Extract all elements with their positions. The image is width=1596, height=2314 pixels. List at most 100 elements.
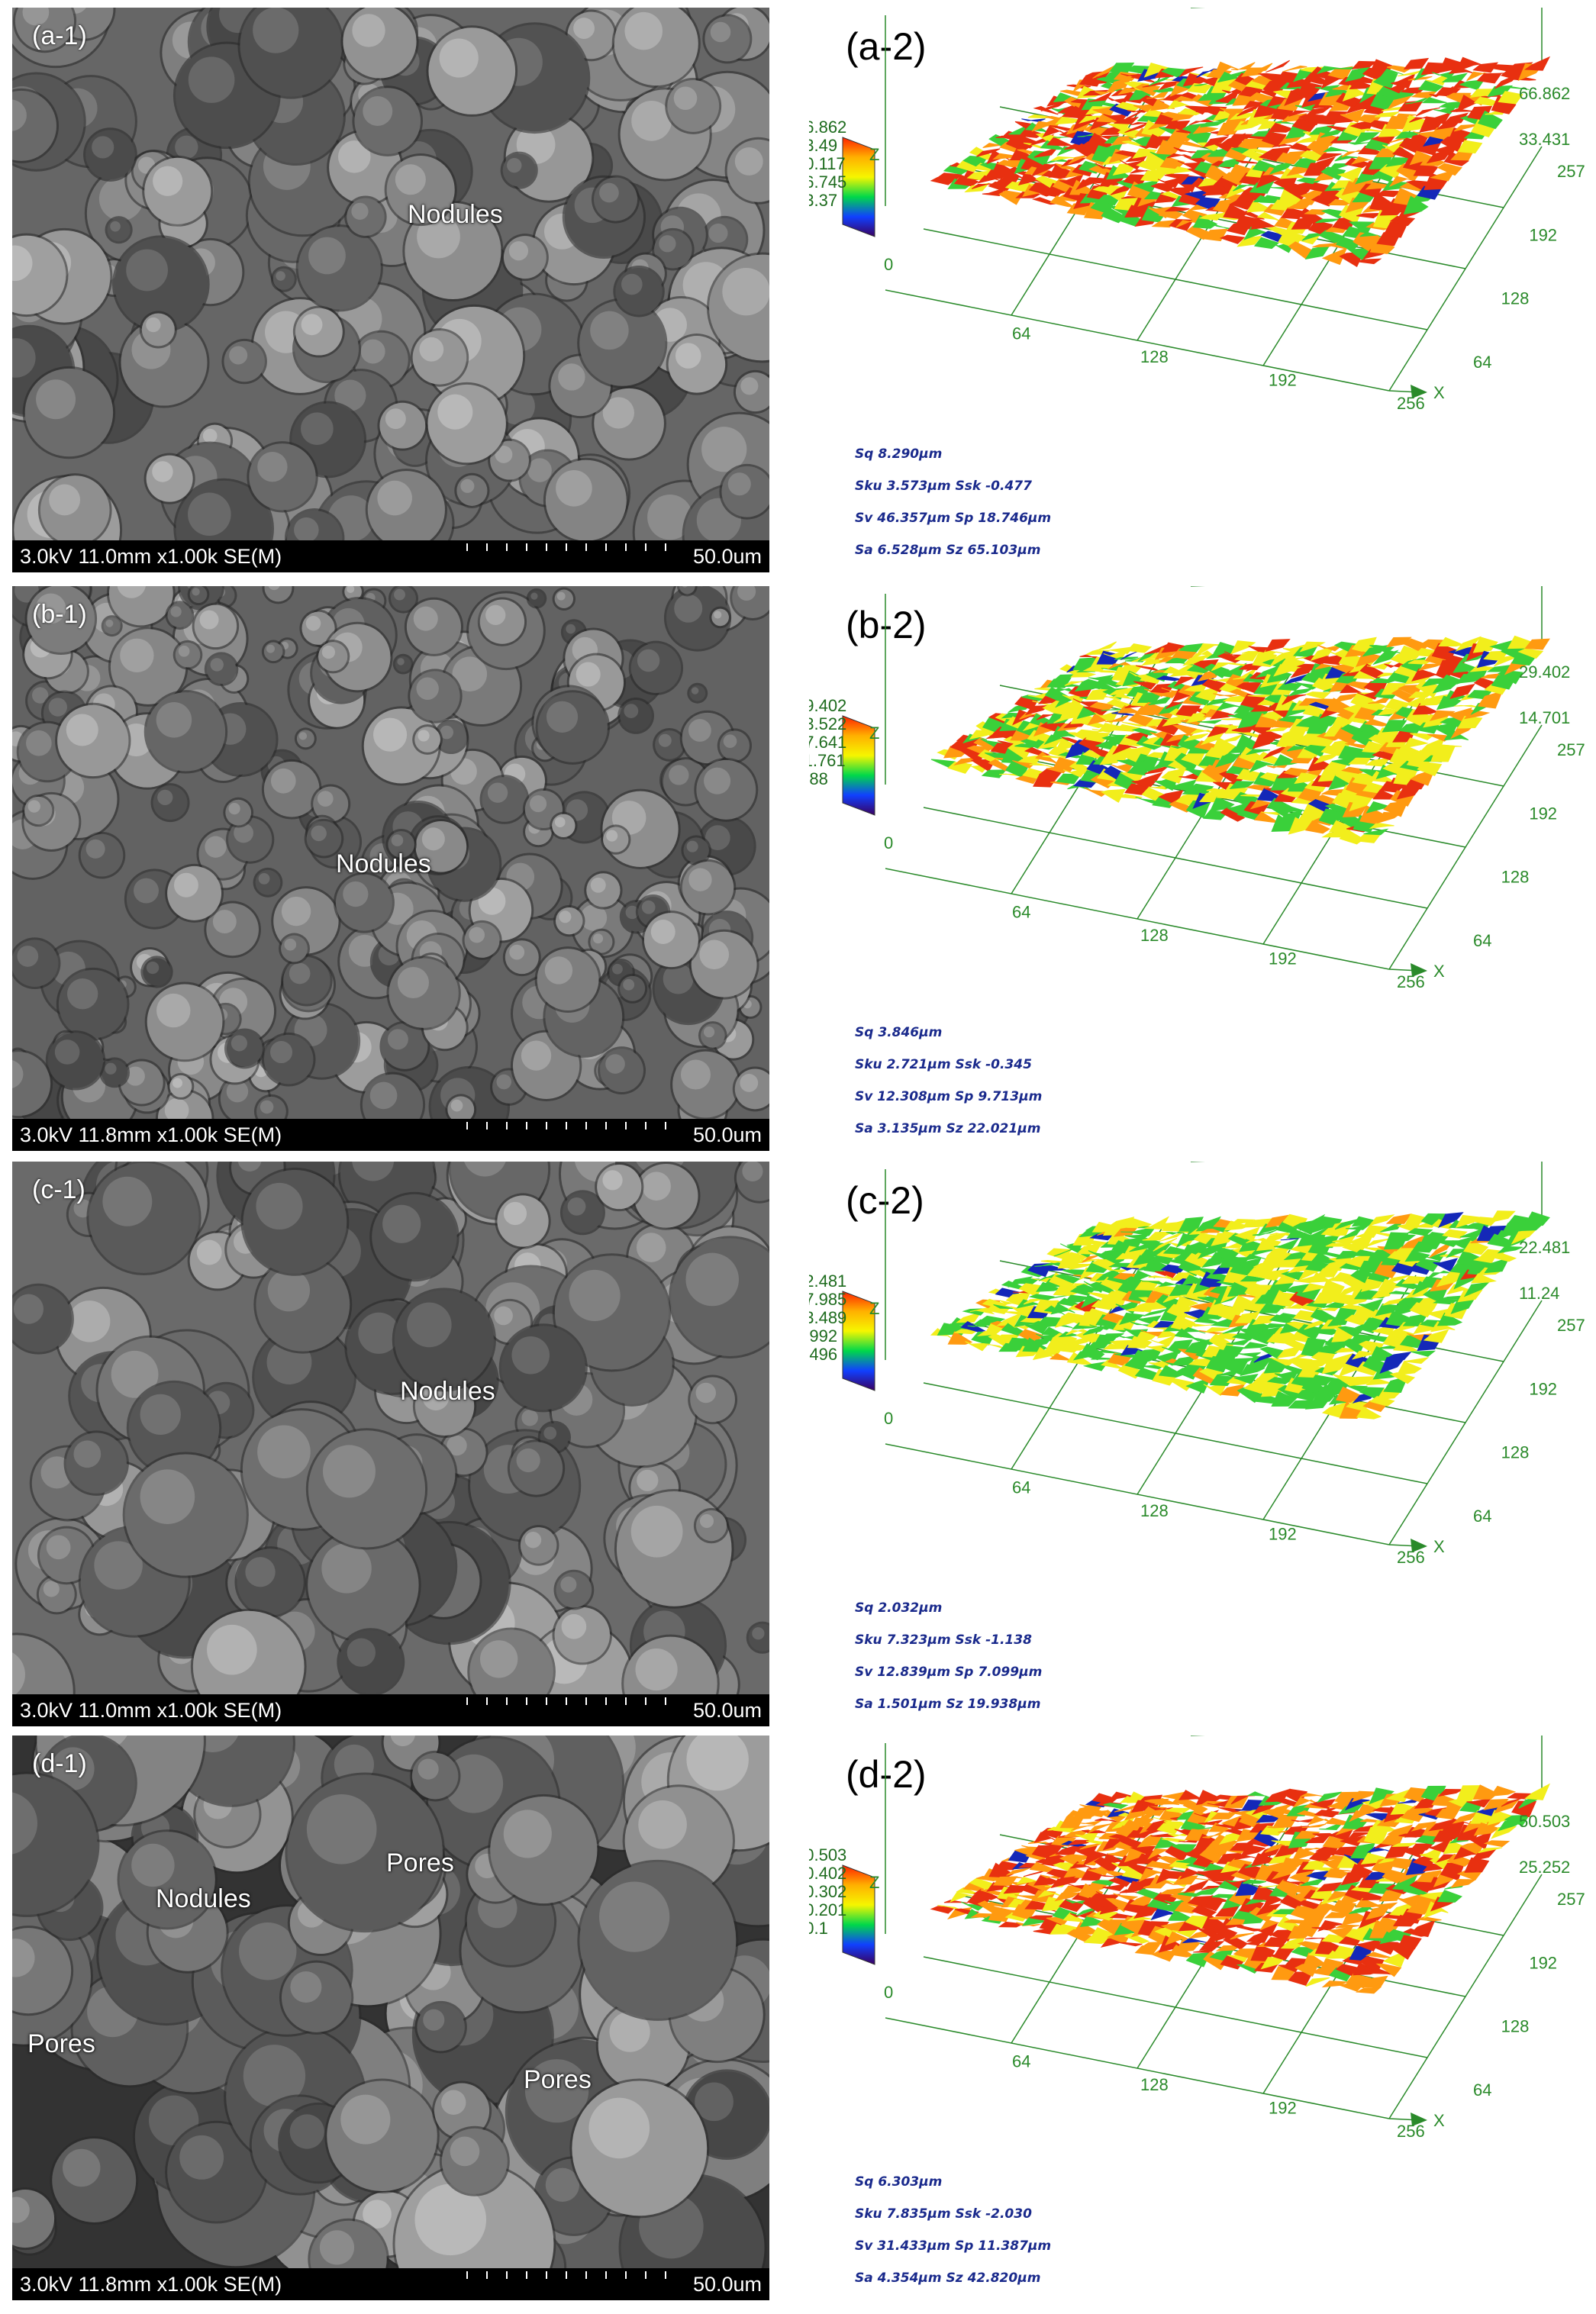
nodule-highlight [234,823,253,843]
nodule-highlight [599,1881,670,1952]
surface-cell [1360,698,1387,712]
nodule-highlight [688,719,711,742]
nodule-highlight [544,956,573,985]
scale-tick [645,2271,646,2279]
nodule-highlight [363,2200,392,2229]
nodule-highlight [560,1576,577,1593]
roughness-stat-line: Sku 2.721μm Ssk -0.345 [855,1057,1032,1072]
nodule-highlight [524,2059,589,2123]
surface-cell [1246,749,1270,756]
nodule-highlight [146,961,160,975]
scale-tick [506,2271,508,2279]
nodule-highlight [205,836,227,858]
surface-cell [1195,1887,1220,1895]
surface-cell [1457,140,1483,154]
nodule-highlight [659,235,676,253]
roughness-stat-line: Sa 3.135μm Sz 22.021μm [855,1121,1040,1136]
nodule-highlight [12,338,36,378]
nodule-highlight [49,484,81,516]
nodule-highlight [479,1640,518,1678]
legend-color-bar [842,715,875,816]
sem-texture-a [12,8,769,540]
scale-tick [585,1122,587,1130]
surface-cell [1442,1229,1468,1239]
surface-cell [1033,105,1059,115]
nodule-highlight [289,2114,324,2149]
surface-cell [1498,91,1523,105]
sem-acquisition-info: 3.0kV 11.0mm x1.00k SE(M) [20,545,282,568]
nodule-highlight [12,245,33,282]
nodule-highlight [701,427,747,472]
nodule-highlight [688,868,712,891]
nodule-highlight [35,593,66,624]
surface-cell [1368,1214,1395,1226]
nodule-highlight [266,644,275,653]
x-tick-label: 64 [1012,1478,1030,1497]
surface-cell [1382,720,1407,733]
surface-cell [1423,1329,1449,1343]
surface-cell [1183,1879,1210,1893]
nodule-highlight [418,730,430,742]
surface-cell [1349,1376,1375,1387]
sem-micrograph-b: (b-1) Nodules 3.0kV 11.8mm x1.00k SE(M) … [12,586,769,1151]
nodule-highlight [440,725,454,740]
surface-cell [1417,80,1444,92]
surface-cell [1504,86,1530,90]
nodule-blobs-b [12,586,769,1119]
nodule-highlight [321,1543,372,1594]
nodule-highlight [609,2011,650,2052]
surface-cell [1172,1929,1198,1938]
y-tick-label: 257 [1557,1316,1585,1335]
nodule-highlight [704,825,730,850]
surface-cell [1490,1785,1517,1797]
x-axis-extension [1388,2118,1420,2121]
nodule-highlight [638,1800,687,1849]
y-tick-label: 64 [1473,1507,1491,1526]
surface-cell [1335,1924,1360,1929]
surface-cell [962,733,988,744]
sem-texture-b [12,586,769,1119]
nodule-highlight [509,944,525,960]
nodule-highlight [12,1939,35,1977]
surface-cell [1318,230,1344,244]
scale-tick [546,1122,547,1130]
nodule-highlight [301,412,334,446]
nodule-highlight [450,2136,480,2167]
nodule-highlight [737,586,756,601]
surface-cell [1261,1289,1286,1300]
nodule-highlight [567,1197,586,1216]
z-tick-label: 22.481 [1519,1238,1570,1257]
nodule-highlight [352,1162,395,1181]
nodule-highlight [390,1736,415,1747]
scale-tick [526,543,527,551]
surface-cell [1168,1378,1195,1391]
nodule-blob [12,1635,73,1694]
nodule-highlight [573,18,595,40]
scale-tick [566,543,567,551]
y-tick-label: 257 [1557,162,1585,181]
surface-plot-c: 22.48117.98513.4898.9924.4960ZX064128192… [809,1162,1585,1712]
nodule-highlight [558,363,585,391]
nodule-highlight [569,1269,621,1322]
legend-tick-label: 26.745 [809,172,846,192]
nodule-highlight [51,1747,95,1790]
surface-cell [1266,60,1290,73]
surface-cell [1346,1973,1372,1989]
nodule-highlight [530,592,538,600]
figure-row-d: (d-1) Nodules Pores Pores Pores 3.0kV 11… [0,1736,1596,2314]
nodule-highlight [588,2097,650,2159]
scale-tick [665,2271,666,2279]
surface-cell [1390,1234,1417,1244]
nodule-highlight [229,346,248,365]
nodule-highlight [363,96,393,127]
back-wall-edge [1191,1162,1543,1217]
sem-data-bar: 3.0kV 11.8mm x1.00k SE(M) 50.0um [12,2268,769,2300]
nodule-highlight [695,2082,734,2122]
nodule-highlight [178,645,190,657]
scale-tick [526,1697,527,1705]
legend-tick-label: 53.49 [809,136,837,155]
nodule-highlight [423,2009,445,2031]
y-tick-label: 64 [1473,931,1491,950]
surface-cell [1443,112,1469,124]
